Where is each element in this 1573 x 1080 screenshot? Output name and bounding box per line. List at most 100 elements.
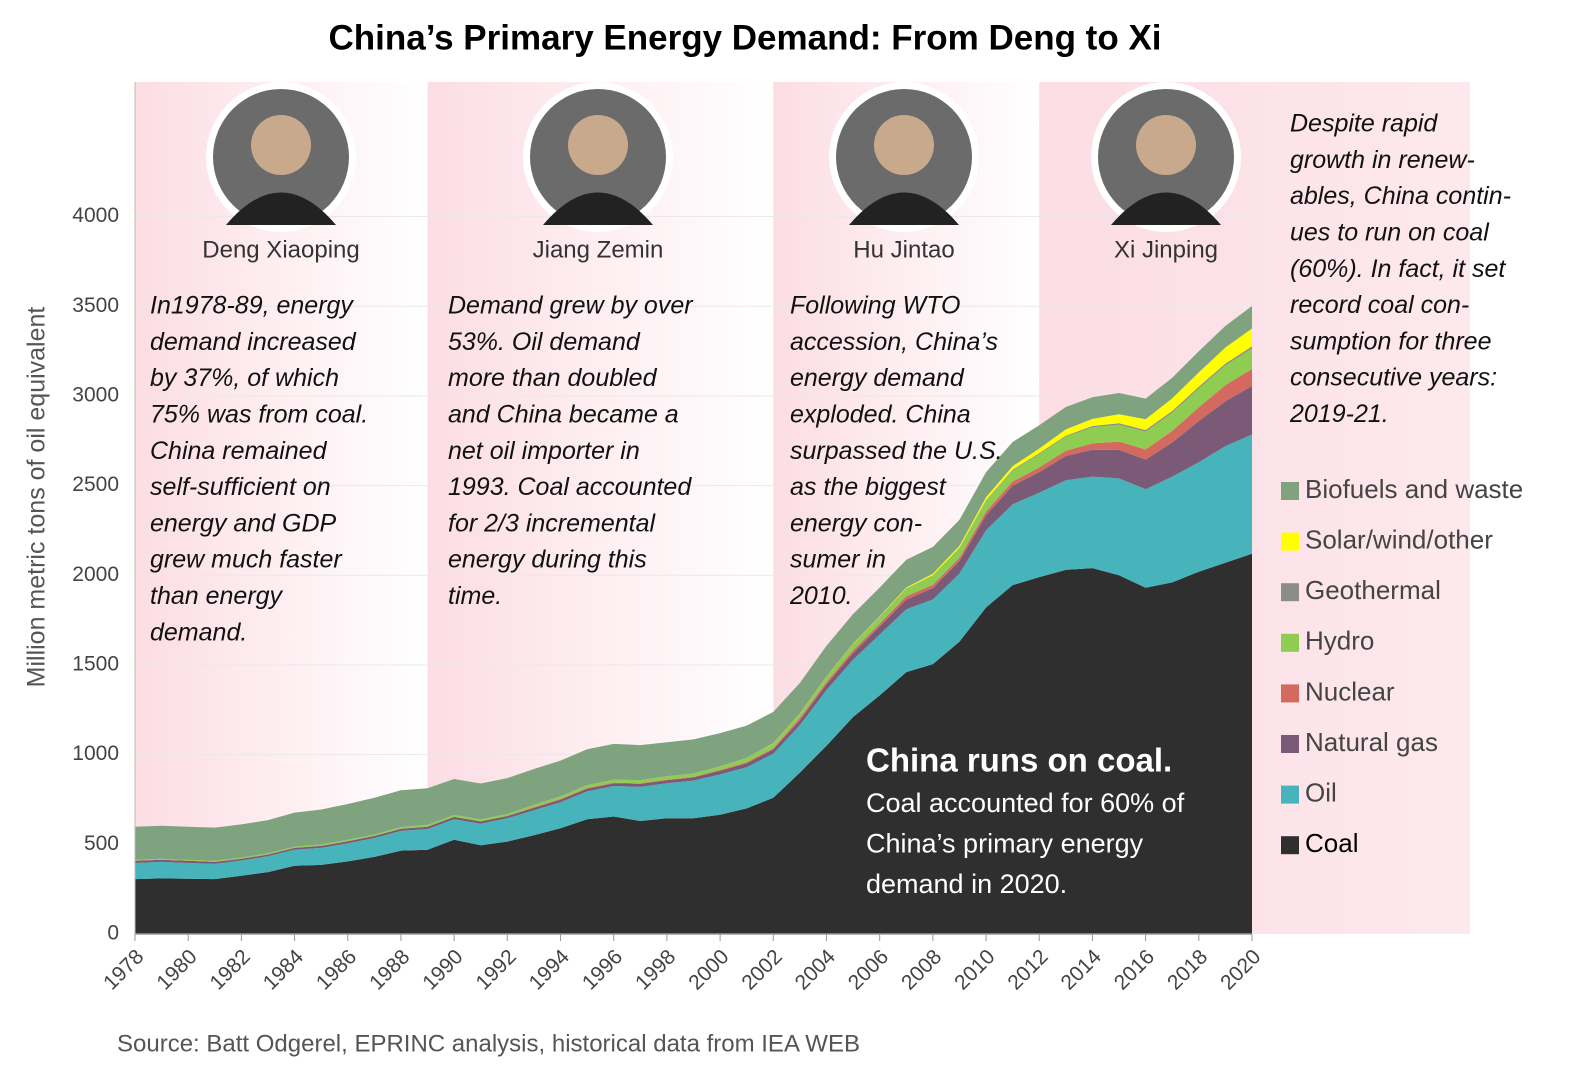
x-tick-label: 1980 <box>152 945 201 994</box>
era-text: by 37%, of which <box>150 364 339 392</box>
era-text: demand. <box>150 618 247 646</box>
era-text: more than doubled <box>448 364 658 392</box>
era-text: Demand grew by over <box>448 292 694 320</box>
era-text: surpassed the U.S. <box>790 437 1003 465</box>
note-text: ables, China contin- <box>1290 182 1511 210</box>
era-text: Following WTO <box>790 292 960 320</box>
legend-text: Nuclear <box>1305 676 1395 706</box>
x-tick-label: 1978 <box>99 945 148 994</box>
y-tick-label: 1000 <box>72 742 119 765</box>
portrait-body <box>226 192 336 225</box>
portrait-head <box>568 115 628 175</box>
portrait-body <box>1111 192 1221 225</box>
era-text: grew much faster <box>150 546 343 574</box>
era-text: 53%. Oil demand <box>448 328 641 356</box>
portrait-body <box>543 192 653 225</box>
x-tick-label: 2014 <box>1057 945 1107 995</box>
legend-swatch <box>1281 532 1299 551</box>
x-tick-label: 2010 <box>950 945 999 994</box>
x-tick-label: 1986 <box>312 945 361 994</box>
x-tick-label: 1984 <box>259 945 309 995</box>
legend-swatch <box>1281 785 1299 804</box>
x-tick-label: 2018 <box>1163 945 1212 994</box>
x-tick-label: 1990 <box>418 945 467 994</box>
x-tick-label: 1992 <box>471 945 520 994</box>
era-text: 2010. <box>789 582 853 610</box>
era-text: demand increased <box>150 328 357 356</box>
era-text: energy and GDP <box>150 509 337 537</box>
note-text: 2019-21. <box>1289 400 1389 428</box>
coal-text: China’s primary energy <box>866 829 1144 859</box>
y-tick-label: 2000 <box>72 563 119 586</box>
era-name: Hu Jintao <box>853 236 954 263</box>
legend-text: Natural gas <box>1305 727 1438 757</box>
legend-text: Biofuels and waste <box>1305 474 1523 504</box>
y-axis-label: Million metric tons of oil equivalent <box>23 307 51 688</box>
x-tick-label: 2008 <box>897 945 946 994</box>
note-text: sumption for three <box>1290 327 1492 355</box>
era-text: time. <box>448 582 502 610</box>
x-tick-label: 1994 <box>525 945 575 995</box>
x-tick-label: 2016 <box>1110 945 1159 994</box>
legend-text: Solar/wind/other <box>1305 524 1493 554</box>
legend-text: Coal <box>1305 828 1358 858</box>
y-tick-label: 0 <box>107 922 119 945</box>
y-tick-label: 500 <box>84 832 119 855</box>
y-tick-label: 3500 <box>72 294 119 317</box>
note-text: consecutive years: <box>1290 364 1497 392</box>
era-text: energy during this <box>448 546 647 574</box>
note-text: Despite rapid <box>1290 110 1438 138</box>
x-tick-label: 2004 <box>791 945 841 995</box>
portrait-head <box>874 115 934 175</box>
era-text: exploded. China <box>790 401 971 429</box>
portrait-head <box>251 115 311 175</box>
x-tick-label: 1988 <box>365 945 414 994</box>
x-tick-label: 2020 <box>1216 945 1265 994</box>
note-text: record coal con- <box>1290 291 1469 319</box>
chart-title: China’s Primary Energy Demand: From Deng… <box>328 18 1161 57</box>
era-name: Xi Jinping <box>1114 236 1218 263</box>
source: Source: Batt Odgerel, EPRINC analysis, h… <box>117 1030 860 1057</box>
era-text: 75% was from coal. <box>150 401 368 429</box>
area <box>135 434 1252 880</box>
legend-swatch <box>1281 482 1299 500</box>
era-text: than energy <box>150 582 284 610</box>
legend-text: Geothermal <box>1305 575 1441 605</box>
era-text: as the biggest <box>790 473 947 501</box>
legend-swatch <box>1281 735 1299 753</box>
era-text: In1978-89, energy <box>150 292 354 320</box>
x-tick-label: 2006 <box>844 945 893 994</box>
portrait-body <box>849 192 959 225</box>
y-tick-label: 2500 <box>72 473 119 496</box>
note-text: ues to run on coal <box>1290 219 1490 247</box>
era-text: and China became a <box>448 401 679 429</box>
x-tick-label: 2012 <box>1003 945 1052 994</box>
x-tick-label: 2002 <box>737 945 786 994</box>
x-tick-label: 2000 <box>684 945 733 994</box>
era-text: sumer in <box>790 546 886 574</box>
area <box>135 553 1252 934</box>
era-text: accession, China’s <box>790 328 998 356</box>
legend-swatch <box>1281 684 1299 703</box>
legend-text: Oil <box>1305 777 1337 807</box>
era-name: Deng Xiaoping <box>202 236 359 263</box>
era-text: net oil importer in <box>448 437 640 465</box>
portrait-head <box>1136 115 1196 175</box>
note-text: growth in renew- <box>1290 146 1475 174</box>
coal-text: demand in 2020. <box>866 869 1067 899</box>
area <box>135 306 1252 861</box>
legend-text: Hydro <box>1305 626 1374 656</box>
era-text: 1993. Coal accounted <box>448 473 692 501</box>
x-tick-label: 1996 <box>578 945 627 994</box>
era-text: for 2/3 incremental <box>448 509 656 537</box>
x-tick-label: 1998 <box>631 945 680 994</box>
note-text: (60%). In fact, it set <box>1290 255 1506 283</box>
legend-swatch <box>1281 633 1299 652</box>
y-tick-label: 4000 <box>72 204 119 227</box>
era-text: energy demand <box>790 364 965 392</box>
coal-text: Coal accounted for 60% of <box>866 788 1185 818</box>
x-tick-label: 1982 <box>206 945 255 994</box>
legend-swatch <box>1281 583 1299 602</box>
